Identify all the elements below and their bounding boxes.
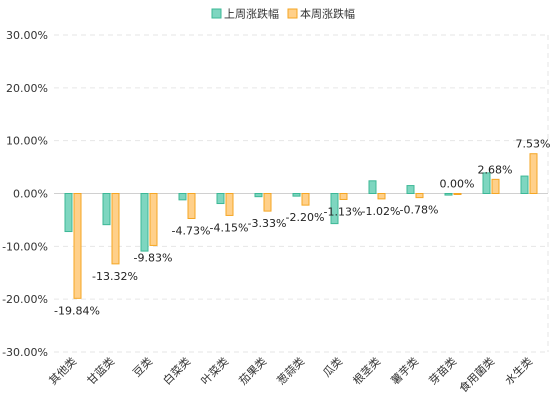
data-label: 0.00% [440, 178, 475, 191]
legend[interactable]: 上周涨跌幅 本周涨跌幅 [211, 7, 355, 21]
x-tick-label: 甘蓝类 [84, 354, 117, 387]
x-tick-label: 叶菜类 [198, 354, 231, 387]
data-label: 2.68% [478, 163, 513, 176]
bar-last-week[interactable] [482, 172, 491, 195]
bar-last-week[interactable] [216, 193, 225, 205]
x-tick-label: 白菜类 [160, 354, 193, 387]
bars [64, 153, 538, 299]
legend-swatch[interactable] [211, 8, 222, 19]
y-tick-label: 0.00% [13, 188, 48, 201]
data-label: -4.15% [210, 221, 249, 234]
data-label: -1.02% [362, 205, 401, 218]
y-tick-label: 30.00% [6, 29, 48, 42]
bar-last-week[interactable] [520, 175, 529, 195]
data-label: -3.33% [248, 217, 287, 230]
bar-last-week[interactable] [254, 193, 263, 198]
x-tick-label: 芽苗类 [426, 354, 459, 387]
bar-last-week[interactable] [330, 193, 339, 225]
data-labels: -19.84% -13.32% -9.83% -4.73% -4.15% -3.33% -2… [54, 138, 550, 318]
x-tick-label: 瓜类 [320, 354, 345, 379]
bar-last-week[interactable] [140, 193, 149, 252]
bar-this-week[interactable] [263, 193, 272, 212]
x-tick-label: 葱蒜类 [274, 354, 307, 387]
data-label: -19.84% [54, 304, 100, 317]
grid [54, 34, 549, 353]
bar-this-week[interactable] [225, 193, 234, 216]
bar-last-week[interactable] [292, 193, 301, 197]
x-tick-label: 食用菌类 [456, 354, 497, 395]
data-label: -0.78% [400, 204, 439, 217]
legend-swatch[interactable] [287, 8, 298, 19]
y-tick-label: 20.00% [6, 82, 48, 95]
bar-this-week[interactable] [187, 193, 196, 219]
y-tick-label: -30.00% [2, 346, 48, 359]
data-label: -13.32% [92, 270, 138, 283]
bar-last-week[interactable] [102, 193, 111, 226]
x-tick-label: 豆类 [130, 354, 155, 379]
bar-this-week[interactable] [149, 193, 158, 246]
x-tick-label: 其他类 [46, 354, 79, 387]
data-label: -2.20% [286, 211, 325, 224]
bar-this-week[interactable] [491, 178, 500, 195]
bar-this-week[interactable] [453, 193, 462, 195]
data-label: 7.53% [516, 138, 551, 151]
data-label: -4.73% [172, 224, 211, 237]
y-tick-label: -20.00% [2, 293, 48, 306]
bar-this-week[interactable] [377, 193, 386, 200]
bar-last-week[interactable] [444, 193, 453, 196]
legend-label[interactable]: 本周涨跌幅 [300, 7, 355, 21]
bar-last-week[interactable] [368, 180, 377, 195]
y-tick-label: -10.00% [2, 240, 48, 253]
data-label: -9.83% [134, 251, 173, 264]
bar-this-week[interactable] [529, 153, 538, 195]
bar-this-week[interactable] [73, 193, 82, 299]
x-tick-label: 根茎类 [350, 354, 383, 387]
bar-this-week[interactable] [415, 193, 424, 199]
x-tick-label: 茄果类 [236, 354, 269, 387]
x-tick-label: 薯芋类 [388, 354, 421, 387]
bar-this-week[interactable] [339, 193, 348, 200]
bar-this-week[interactable] [111, 193, 120, 265]
bar-last-week[interactable] [406, 185, 415, 194]
bar-last-week[interactable] [64, 193, 73, 233]
bar-this-week[interactable] [301, 193, 310, 206]
y-axis: 30.00% 20.00% 10.00% 0.00% -10.00% -20.00% -30… [2, 29, 48, 359]
bar-last-week[interactable] [178, 193, 187, 201]
legend-label[interactable]: 上周涨跌幅 [224, 7, 279, 21]
x-tick-label: 水生类 [502, 354, 535, 387]
y-tick-label: 10.00% [6, 135, 48, 148]
data-label: -1.13% [324, 205, 363, 218]
